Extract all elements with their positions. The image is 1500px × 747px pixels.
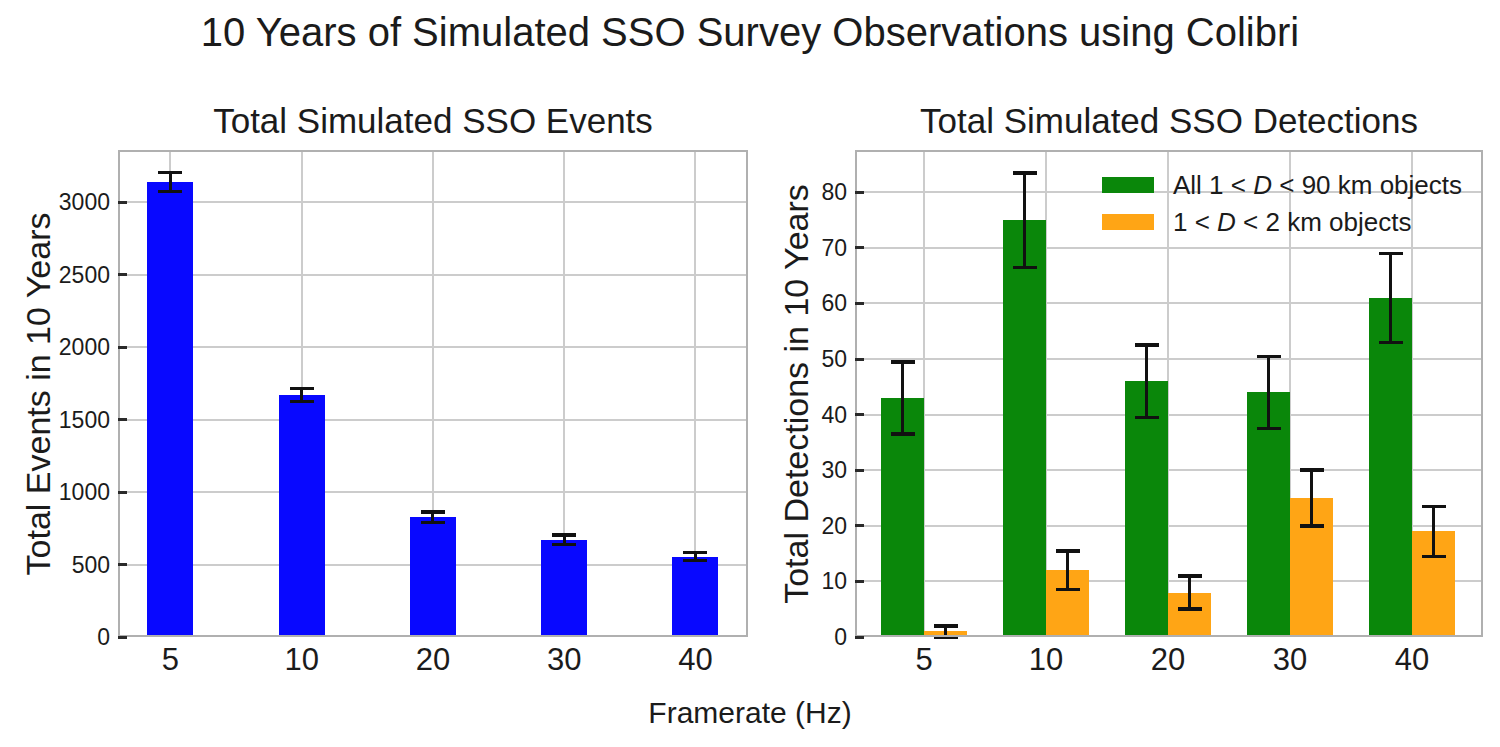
legend-swatch <box>1102 214 1154 230</box>
x-axis-label: Framerate (Hz) <box>648 698 851 728</box>
y-tick <box>118 418 127 421</box>
legend-label: All 1 < D < 90 km objects <box>1173 172 1462 198</box>
y-tick <box>855 524 864 527</box>
y-tick-label: 0 <box>757 626 847 649</box>
y-tick <box>118 201 127 204</box>
x-tick-label: 30 <box>1273 644 1307 675</box>
legend-swatch <box>1102 177 1154 193</box>
y-tick <box>855 413 864 416</box>
subplot-title: Total Simulated SSO Events <box>213 103 653 138</box>
x-tick-label: 20 <box>416 644 450 675</box>
y-axis-label: Total Events in 10 Years <box>21 212 55 575</box>
subplot-title: Total Simulated SSO Detections <box>920 103 1418 138</box>
y-tick-label: 0 <box>20 626 110 649</box>
y-tick <box>855 580 864 583</box>
y-tick <box>118 563 127 566</box>
figure-title: 10 Years of Simulated SSO Survey Observa… <box>201 12 1299 52</box>
x-tick-label: 5 <box>162 644 179 675</box>
x-tick-label: 40 <box>678 644 712 675</box>
x-tick-label: 5 <box>915 644 932 675</box>
y-tick <box>855 358 864 361</box>
y-tick <box>118 491 127 494</box>
y-tick <box>855 302 864 305</box>
plot-border <box>118 150 748 637</box>
y-tick <box>855 246 864 249</box>
y-axis-label: Total Detections in 10 Years <box>779 184 813 604</box>
x-tick-label: 20 <box>1151 644 1185 675</box>
y-tick <box>118 346 127 349</box>
legend-label: 1 < D < 2 km objects <box>1173 209 1411 235</box>
y-tick <box>855 636 864 639</box>
y-tick <box>855 191 864 194</box>
y-tick <box>855 469 864 472</box>
x-tick-label: 10 <box>1029 644 1063 675</box>
x-tick-label: 40 <box>1395 644 1429 675</box>
y-tick-label: 3000 <box>20 191 110 214</box>
x-tick-label: 30 <box>547 644 581 675</box>
y-tick <box>118 273 127 276</box>
figure: 10 Years of Simulated SSO Survey Observa… <box>0 0 1500 747</box>
y-tick <box>118 636 127 639</box>
x-tick-label: 10 <box>284 644 318 675</box>
